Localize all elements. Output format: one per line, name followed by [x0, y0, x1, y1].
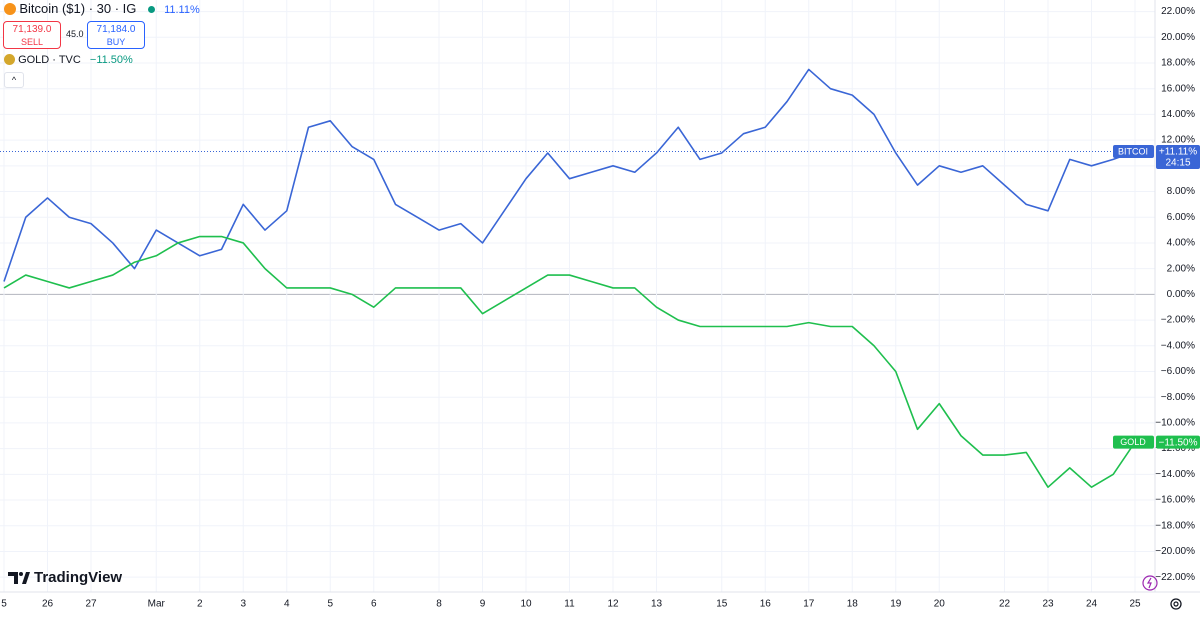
y-tick-label: 20.00% — [1161, 32, 1195, 43]
x-tick-label: 16 — [760, 599, 772, 610]
y-tick-label: 22.00% — [1161, 6, 1195, 17]
collapse-button[interactable]: ^ — [4, 72, 24, 88]
buy-label: BUY — [106, 37, 126, 47]
x-tick-label: 26 — [42, 599, 54, 610]
y-tick-label: 4.00% — [1167, 238, 1195, 249]
y-tick-label: 12.00% — [1161, 135, 1195, 146]
y-tick-label: 18.00% — [1161, 58, 1195, 69]
x-tick-label: 11 — [564, 599, 575, 610]
x-tick-label: 23 — [1042, 599, 1054, 610]
y-tick-label: −20.00% — [1155, 546, 1195, 557]
x-tick-label: 2 — [197, 599, 203, 610]
y-tick-label: −8.00% — [1161, 392, 1195, 403]
compare-change: −11.50% — [89, 54, 133, 66]
x-tick-label: 5 — [1, 599, 7, 610]
compare-symbol[interactable]: GOLD · TVC — [18, 54, 81, 66]
x-tick-label: 19 — [890, 599, 902, 610]
x-tick-label: 5 — [327, 599, 333, 610]
x-tick-label: 8 — [436, 599, 442, 610]
y-tick-label: 0.00% — [1167, 289, 1195, 300]
y-tick-label: 8.00% — [1167, 186, 1195, 197]
y-tick-label: 6.00% — [1167, 212, 1195, 223]
x-tick-label: 24 — [1086, 599, 1098, 610]
x-tick-label: 6 — [371, 599, 377, 610]
series-line — [3, 68, 1136, 282]
symbol-header: Bitcoin ($1) · 30 · IG 11.11% — [4, 1, 200, 16]
x-tick-label: 9 — [480, 599, 486, 610]
x-tick-label: 18 — [847, 599, 859, 610]
price-tag-time: 24:15 — [1165, 158, 1190, 169]
y-tick-label: 14.00% — [1161, 109, 1195, 120]
y-tick-label: −10.00% — [1155, 418, 1195, 429]
y-tick-label: −16.00% — [1155, 495, 1195, 506]
y-tick-label: −22.00% — [1155, 572, 1195, 583]
logo-icon — [8, 572, 30, 584]
y-tick-label: 2.00% — [1167, 263, 1195, 274]
settings-icon[interactable] — [1170, 598, 1182, 610]
sell-price: 71,139.0 — [12, 24, 52, 35]
y-tick-label: −18.00% — [1155, 520, 1195, 531]
x-tick-label: 13 — [651, 599, 663, 610]
x-tick-label: 3 — [240, 599, 246, 610]
buy-button[interactable]: 71,184.0 BUY — [87, 21, 145, 49]
buy-price: 71,184.0 — [96, 24, 136, 35]
y-tick-label: −12.00% — [1155, 443, 1195, 454]
status-dot — [147, 6, 155, 13]
sell-button[interactable]: 71,139.0 SELL — [3, 21, 61, 49]
price-tag-value: −11.50% — [1158, 437, 1197, 448]
name-tag-text: BITCOI — [1118, 146, 1148, 156]
y-tick-label: −6.00% — [1161, 366, 1195, 377]
compare-header: GOLD · TVC −11.50% — [4, 54, 133, 66]
x-tick-label: 27 — [85, 599, 97, 610]
x-tick-label: 4 — [284, 599, 290, 610]
price-tag-value: +11.11% — [1159, 147, 1197, 158]
y-tick-label: −2.00% — [1161, 315, 1195, 326]
symbol[interactable]: Bitcoin ($1) · 30 · IG — [19, 1, 137, 16]
x-tick-label: Mar — [148, 599, 166, 610]
name-tag-text: GOLD — [1120, 437, 1146, 447]
y-tick-label: −14.00% — [1155, 469, 1195, 480]
sell-label: SELL — [20, 37, 44, 47]
y-tick-label: −4.00% — [1161, 340, 1195, 351]
y-tick-label: 16.00% — [1161, 83, 1195, 94]
change: 11.11% — [164, 4, 200, 16]
price-tag — [1156, 435, 1200, 449]
x-tick-label: 10 — [520, 599, 532, 610]
logo-text: TradingView — [34, 569, 122, 586]
name-tag — [1113, 435, 1154, 449]
x-tick-label: 17 — [803, 599, 815, 610]
price-tag — [1156, 145, 1200, 170]
x-tick-label: 25 — [1129, 599, 1141, 610]
series-line — [3, 235, 1136, 488]
x-tick-label: 12 — [607, 599, 619, 610]
alert-icon[interactable] — [1142, 575, 1158, 591]
x-tick-label: 15 — [716, 599, 728, 610]
bitcoin-icon — [4, 3, 16, 15]
spread: 45.0 — [66, 29, 84, 39]
x-tick-label: 22 — [999, 599, 1011, 610]
x-tick-label: 20 — [934, 599, 946, 610]
gold-icon — [4, 54, 15, 65]
name-tag — [1113, 145, 1154, 159]
